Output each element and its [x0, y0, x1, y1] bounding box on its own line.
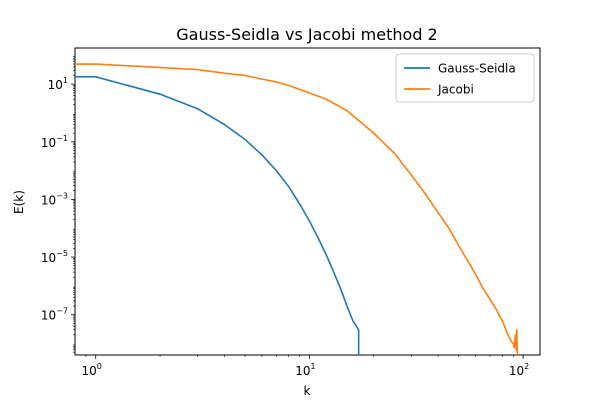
y-tick-label: 10−5	[41, 249, 68, 265]
x-tick-label: 102	[509, 362, 529, 378]
legend-label: Gauss-Seidla	[438, 62, 516, 76]
chart-title: Gauss-Seidla vs Jacobi method 2	[176, 25, 437, 44]
y-tick-label: 10−7	[41, 307, 68, 323]
x-tick-label: 100	[82, 362, 102, 378]
series-line-jacobi	[75, 63, 519, 355]
legend: Gauss-Seidla Jacobi	[395, 53, 535, 103]
legend-label: Jacobi	[437, 83, 474, 97]
y-tick-label: 101	[48, 76, 68, 92]
x-axis-label: k	[304, 384, 311, 398]
y-axis-label: E(k)	[12, 190, 26, 214]
legend-box	[395, 53, 535, 103]
series-lines	[75, 63, 519, 355]
x-axis: 100 101 102	[82, 355, 529, 378]
y-tick-label: 10−3	[41, 191, 68, 207]
y-tick-label: 10−1	[41, 134, 68, 150]
y-axis: 101 10−1 10−3 10−5 10−7	[41, 56, 75, 353]
plot-frame	[74, 47, 541, 356]
series-line-gauss-seidla	[75, 76, 360, 355]
x-tick-label: 101	[295, 362, 315, 378]
